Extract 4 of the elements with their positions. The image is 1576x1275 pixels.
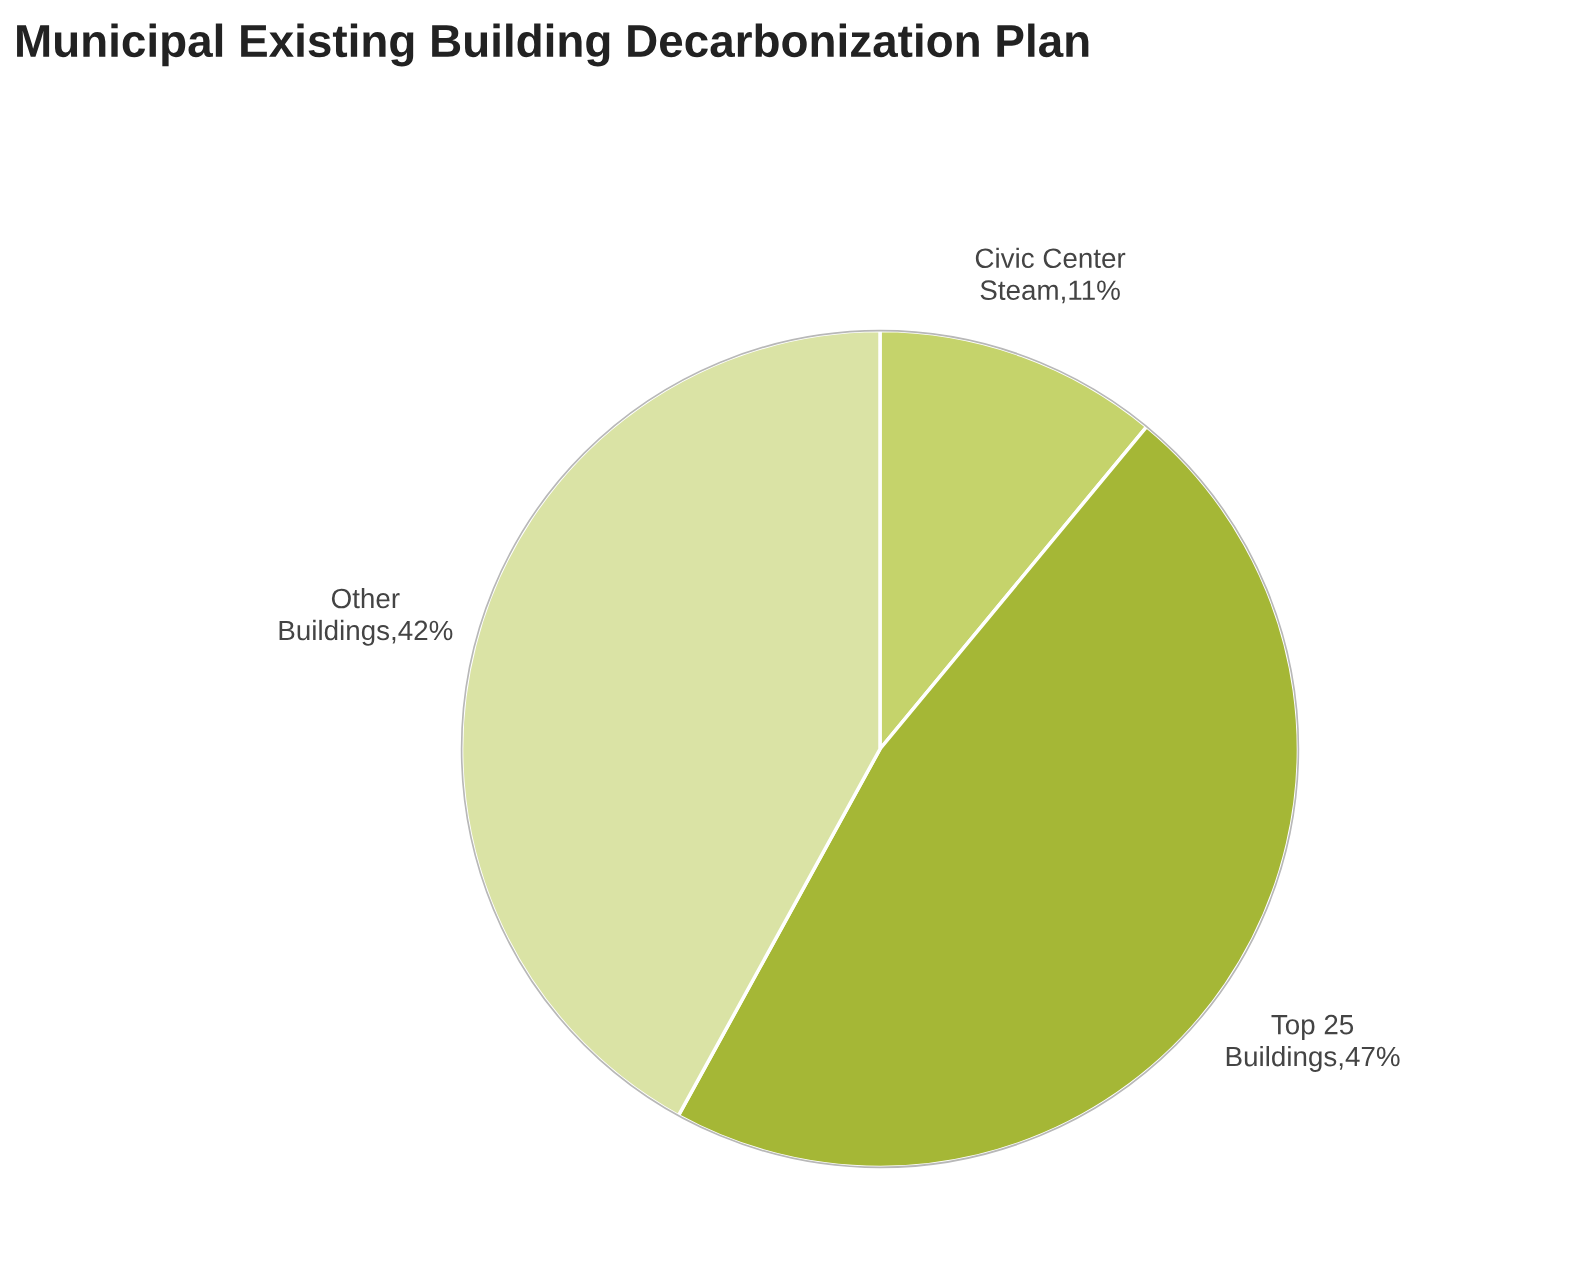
slice-label: Top 25 Buildings,47% <box>1226 1014 1400 1072</box>
slice-label: Other Buildings,42% <box>279 587 453 646</box>
slice-label: Civic Center Steam,11% <box>975 247 1126 304</box>
chart-title: Municipal Existing Building Decarbonization Plan <box>17 23 1089 67</box>
